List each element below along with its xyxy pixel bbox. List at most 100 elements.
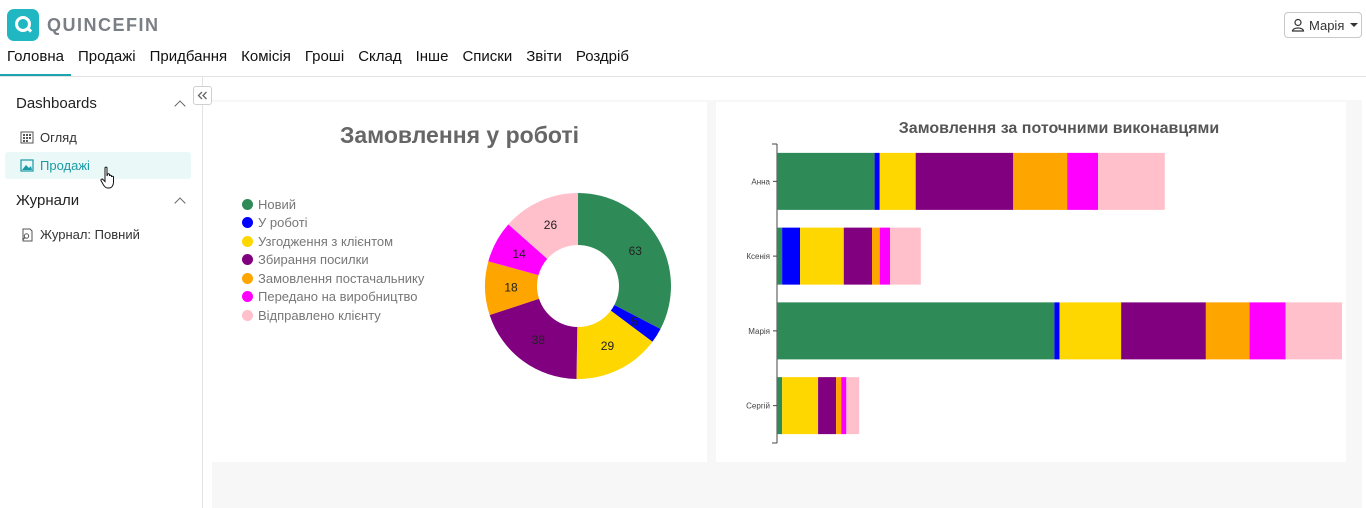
legend-label: Передано на виробництво [258,289,418,305]
nav-item-home[interactable]: Головна [0,44,71,76]
legend-item[interactable]: Передано на виробництво [242,288,424,307]
bar-segment[interactable] [777,377,783,435]
logo-text: QUINCEFIN [47,14,160,35]
legend-swatch [242,309,253,321]
legend-label: Узгодження з клієнтом [258,233,394,249]
bar-segment[interactable] [872,227,880,285]
bar-segment[interactable] [915,152,1014,210]
journal-search-icon [22,228,33,241]
bar-segment[interactable] [843,227,873,285]
bar-segment[interactable] [890,227,921,285]
user-name: Марія [1309,17,1345,33]
nav-item-purchases[interactable]: Придбання [149,48,228,65]
donut-data-label: 5 [631,315,638,329]
bar-segment[interactable] [782,227,801,285]
chevron-up-icon[interactable] [174,197,186,209]
bar-segment[interactable] [1249,302,1286,360]
donut-data-label: 14 [512,247,526,261]
y-tick-label: Марія [748,327,770,336]
sidebar-collapse-button[interactable] [193,86,212,105]
nav-item-lists[interactable]: Списки [462,48,513,65]
bar-segment[interactable] [1098,152,1165,210]
legend-swatch [242,272,253,284]
donut-slice[interactable] [610,304,661,342]
grid-icon [20,131,34,144]
y-tick-label: Сергій [746,402,770,411]
bar-segment[interactable] [836,377,842,435]
image-icon [20,159,34,172]
stacked-bar-chart: Анна Ксенія Марія Сергій [746,143,1343,444]
donut-chart-panel: Замовлення у роботі Новий У роботі Узгодже… [212,102,707,462]
donut-slice[interactable] [578,193,671,329]
legend-swatch [242,254,253,266]
double-chevron-left-icon [197,91,207,100]
bar-segment[interactable] [1205,302,1250,360]
nav-item-retail[interactable]: Роздріб [575,48,629,65]
bar-segment[interactable] [777,227,783,285]
bar-segment[interactable] [1054,302,1060,360]
main-nav: Головна Продажі Придбання Комісія Гроші … [0,44,636,77]
donut-legend: Новий У роботі Узгодження з клієнтом Збиран… [242,195,424,325]
sidebar-section-dashboards[interactable]: Dashboards [16,95,97,112]
bar-segment[interactable] [1013,152,1068,210]
legend-item[interactable]: Новий [242,195,424,214]
legend-swatch [242,291,253,303]
bar-segment[interactable] [782,377,819,435]
legend-swatch [242,217,253,229]
user-menu-button[interactable]: Марія [1284,12,1362,38]
bar-segment[interactable] [800,227,844,285]
donut-data-label: 38 [532,333,546,347]
sidebar-item-label: Журнал: Повний [40,227,140,242]
donut-slice[interactable] [508,193,578,259]
legend-swatch [242,198,253,210]
app-logo[interactable]: QUINCEFIN [7,9,160,41]
donut-data-label: 29 [601,339,615,353]
legend-item[interactable]: Узгодження з клієнтом [242,232,424,251]
bar-segment[interactable] [777,302,1055,360]
donut-slice[interactable] [489,298,578,379]
bar-segment[interactable] [1121,302,1206,360]
donut-slice[interactable] [576,310,653,379]
legend-item[interactable]: Замовлення постачальнику [242,269,424,288]
legend-label: Збирання посилки [258,252,369,268]
bar-segment[interactable] [879,152,916,210]
sidebar-item-overview[interactable]: Огляд [5,124,191,151]
hand-cursor-icon [100,166,114,189]
donut-data-label: 63 [629,244,643,258]
bar-segment[interactable] [818,377,837,435]
nav-divider [0,76,1366,77]
legend-item[interactable]: Збирання посилки [242,251,424,270]
donut-slice[interactable] [485,261,540,316]
nav-item-money[interactable]: Гроші [304,48,345,65]
bar-segment[interactable] [879,227,890,285]
sidebar-section-journals[interactable]: Журнали [16,192,80,209]
sidebar-item-journal-full[interactable]: Журнал: Повний [5,221,191,248]
chevron-up-icon[interactable] [174,100,186,112]
y-tick-label: Ксенія [746,252,770,261]
nav-item-reports[interactable]: Звіти [526,48,562,65]
legend-item[interactable]: Відправлено клієнту [242,306,424,325]
bar-segment[interactable] [846,377,860,435]
legend-swatch [242,235,253,247]
nav-item-commission[interactable]: Комісія [241,48,291,65]
bar-segment[interactable] [841,377,847,435]
sidebar-item-label: Огляд [40,130,77,145]
sidebar-item-label: Продажі [40,158,90,173]
donut-data-label: 18 [504,281,518,295]
donut-slice[interactable] [488,224,548,276]
bar-segment[interactable] [874,152,880,210]
nav-item-other[interactable]: Інше [415,48,449,65]
sidebar: Dashboards Огляд Продажі Журнали Журнал:… [0,77,203,508]
sidebar-item-sales[interactable]: Продажі [5,152,191,179]
legend-item[interactable]: У роботі [242,214,424,233]
legend-label: Новий [258,196,297,212]
bar-segment[interactable] [1285,302,1343,360]
bar-segment[interactable] [1059,302,1122,360]
bar-segment[interactable] [777,152,875,210]
legend-label: Замовлення постачальнику [258,270,425,286]
nav-item-warehouse[interactable]: Склад [358,48,402,65]
nav-item-sales[interactable]: Продажі [78,48,136,65]
donut-data-label: 26 [544,218,558,232]
bar-segment[interactable] [1067,152,1099,210]
bar-chart-panel: Замовлення за поточними виконавцями Анна… [716,102,1346,462]
